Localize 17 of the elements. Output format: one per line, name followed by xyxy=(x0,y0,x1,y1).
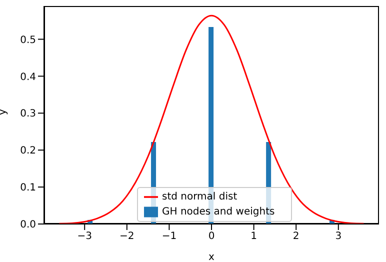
y-tick-label: 0.3 xyxy=(20,108,36,120)
x-tick-label: −1 xyxy=(162,231,177,242)
x-axis-title: x xyxy=(208,252,215,262)
x-tick-label: −3 xyxy=(77,231,92,242)
x-tick-label: −2 xyxy=(120,231,134,242)
legend-label: GH nodes and weights xyxy=(162,206,275,218)
x-tick-label: 0 xyxy=(208,231,215,242)
y-tick-label: 0.1 xyxy=(20,182,36,194)
y-tick-label: 0.0 xyxy=(20,220,36,231)
y-tick-label: 0.4 xyxy=(20,72,36,83)
x-tick-label: 1 xyxy=(250,231,257,242)
x-tick-label: 2 xyxy=(292,231,300,242)
legend-label: std normal dist xyxy=(162,192,238,203)
x-tick-label: 3 xyxy=(335,231,342,242)
y-axis-title: y xyxy=(0,109,9,115)
y-tick-label: 0.2 xyxy=(20,146,36,157)
y-tick-label: 0.5 xyxy=(20,34,36,46)
